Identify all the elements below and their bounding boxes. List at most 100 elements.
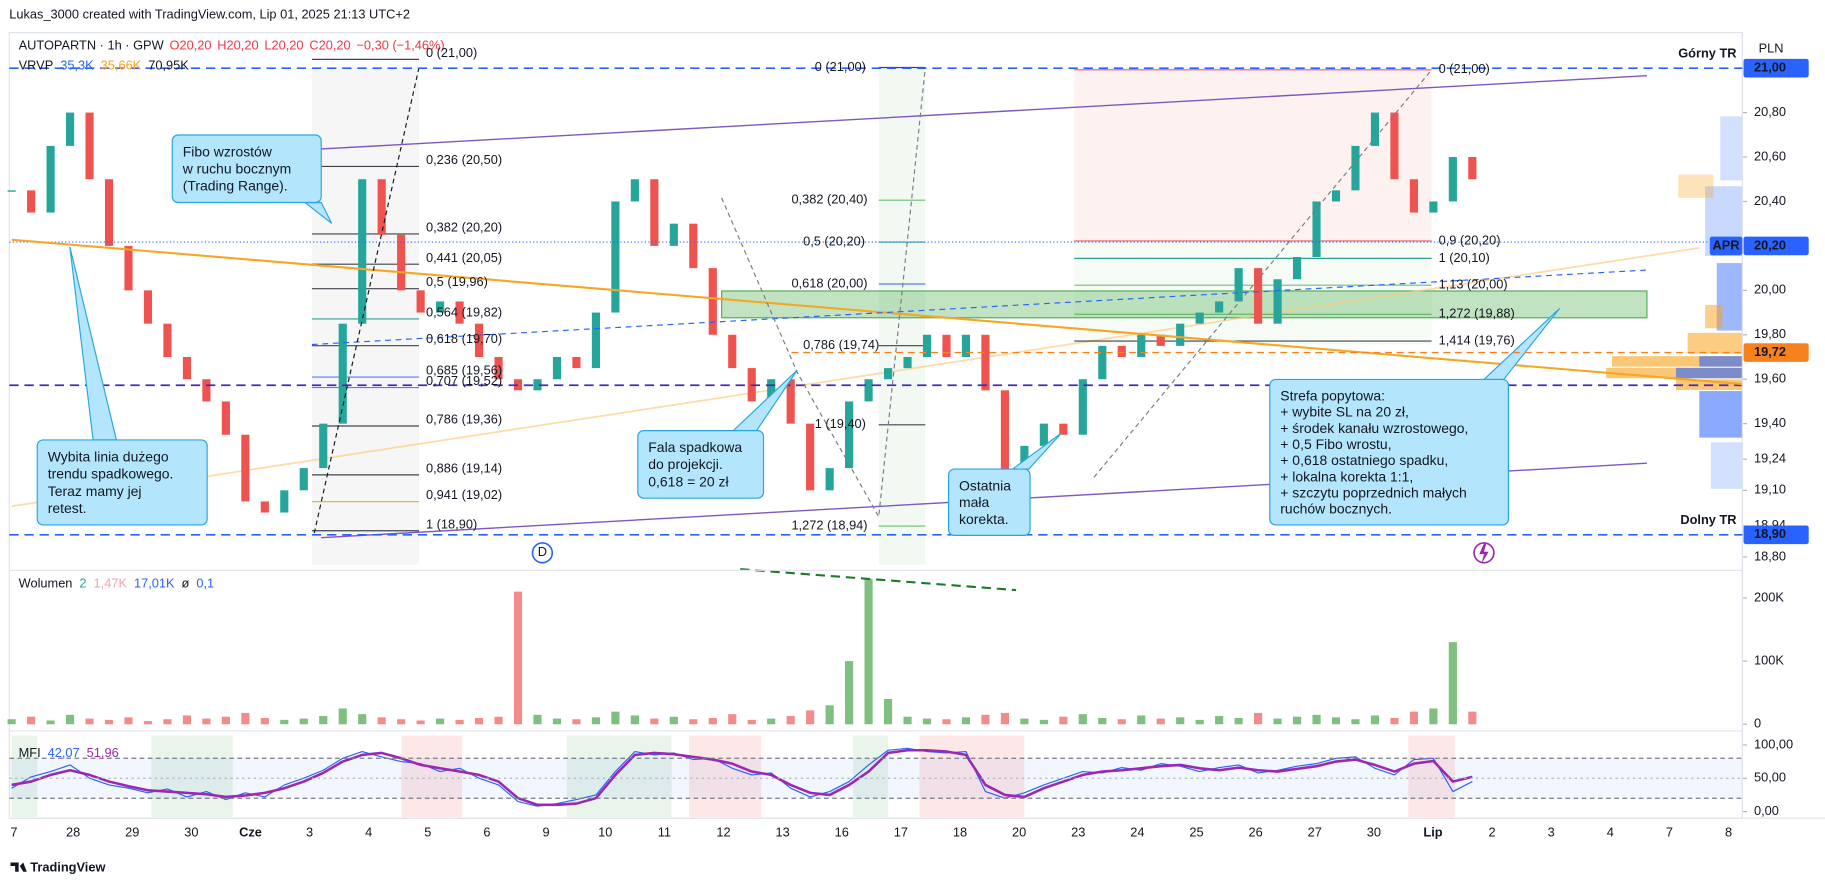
candle xyxy=(689,223,698,269)
series xyxy=(7,112,1477,807)
y-tick-label: 19,40 xyxy=(1754,415,1786,430)
volume-bar xyxy=(845,661,854,725)
volume-bar xyxy=(377,717,386,725)
fib-zone xyxy=(1074,67,1432,240)
legend-item: H20,20 xyxy=(217,38,258,53)
volume-bar xyxy=(338,708,347,725)
fib-label: 0,786 (19,36) xyxy=(426,412,502,427)
x-tick-label: 4 xyxy=(365,825,372,840)
callout-text: + środek kanału wzrostowego, xyxy=(1280,420,1468,436)
volume-bar xyxy=(1409,711,1418,725)
candle xyxy=(708,268,717,335)
legend: VRVP 35,3K 35,66K 70,95K xyxy=(19,58,190,73)
candle xyxy=(299,468,308,491)
fib-label: 0,441 (20,05) xyxy=(426,250,502,265)
x-tick-label: 9 xyxy=(543,825,550,840)
volume-bar xyxy=(260,717,269,725)
volume-bar xyxy=(1020,718,1029,725)
y-tick-label: 19,80 xyxy=(1754,326,1786,341)
volume-bar xyxy=(1448,642,1457,725)
fib-trend xyxy=(721,67,926,519)
volume-bar xyxy=(202,718,211,725)
candle xyxy=(845,401,854,469)
y-tick-label: 200K xyxy=(1754,589,1784,604)
y-tick-label: 19,24 xyxy=(1754,451,1786,466)
callout-text: + szczytu poprzednich małych xyxy=(1280,484,1467,500)
callout-text: Teraz mamy jej xyxy=(48,483,142,499)
y-tick-label: 20,60 xyxy=(1754,148,1786,163)
volume-bar xyxy=(903,716,912,725)
channel-top xyxy=(321,74,1647,150)
volume-bar xyxy=(241,712,250,725)
candle xyxy=(436,301,445,313)
candle xyxy=(338,323,347,424)
volume-bar xyxy=(767,718,776,725)
x-tick-label: 24 xyxy=(1130,825,1144,840)
fib-label: 0 (21,00) xyxy=(426,45,477,60)
candle xyxy=(104,179,114,246)
volume-bar xyxy=(786,716,795,725)
level-label: Górny TR xyxy=(1678,46,1736,61)
volume-profile xyxy=(1720,116,1743,181)
y-tick-label: 0 xyxy=(1754,716,1761,731)
callout-box xyxy=(637,430,765,499)
volume-bar xyxy=(1215,716,1224,725)
volume-bar xyxy=(883,699,893,725)
x-tick-label: 17 xyxy=(894,825,908,840)
candle xyxy=(825,468,834,491)
callout-text: Fala spadkowa xyxy=(648,439,742,455)
volume-bar xyxy=(1292,716,1302,725)
fib-label: 0,941 (19,02) xyxy=(426,487,502,502)
candle xyxy=(806,423,815,491)
watermark: Lukas_3000 created with TradingView.com,… xyxy=(9,7,410,22)
candle xyxy=(124,245,133,291)
callout-text: do projekcji. xyxy=(648,456,722,472)
volume-profile xyxy=(1699,356,1743,367)
volume-bar xyxy=(922,718,932,725)
volume-bar xyxy=(65,714,75,725)
callout-text: Fibo wzrostów xyxy=(183,144,273,160)
fib-label: 0,786 (19,74) xyxy=(803,337,879,352)
volume-bar xyxy=(1078,714,1087,725)
fib-label: 0,382 (20,40) xyxy=(791,192,867,207)
candle xyxy=(1429,201,1438,213)
candle xyxy=(1351,145,1360,191)
price-tag xyxy=(1743,343,1809,362)
candle xyxy=(85,112,94,180)
currency: PLN xyxy=(1759,40,1784,55)
candle xyxy=(767,379,776,402)
y-tick-label: 20,80 xyxy=(1754,104,1786,119)
candle xyxy=(1000,390,1009,480)
x-tick-label: 12 xyxy=(716,825,730,840)
x-tick-label: Lip xyxy=(1423,825,1442,840)
candle xyxy=(358,179,367,324)
x-tick-label: 27 xyxy=(1308,825,1322,840)
callout-text: korekta. xyxy=(959,511,1009,527)
volume-trend xyxy=(740,568,1017,592)
candle xyxy=(1312,201,1321,258)
price-tag xyxy=(1743,525,1809,545)
volume-bar xyxy=(319,716,328,725)
callout-box xyxy=(36,439,208,526)
volume-bar xyxy=(1195,719,1204,725)
candle xyxy=(1098,345,1107,380)
x-tick-label: 4 xyxy=(1607,825,1614,840)
candle xyxy=(1448,157,1457,202)
callout-text: + 0,5 Fibo wrostu, xyxy=(1280,436,1391,452)
volume-profile xyxy=(1676,367,1743,379)
mfi-zone xyxy=(853,735,889,818)
volume-bar xyxy=(1117,719,1126,725)
legend-item: 51,96 xyxy=(87,746,119,761)
candle xyxy=(1468,157,1477,180)
volume-bar xyxy=(397,719,406,725)
volume-bar xyxy=(280,719,289,725)
candle xyxy=(46,145,55,213)
channel-mid xyxy=(311,269,1647,346)
y-tick-label: 50,00 xyxy=(1754,770,1786,785)
volume-bar xyxy=(572,719,581,725)
volume-bar xyxy=(1254,712,1263,725)
dividend-marker-label: D xyxy=(538,544,547,559)
candle xyxy=(1254,268,1263,324)
price-tag-label: 19,72 xyxy=(1754,344,1786,359)
volume-bar xyxy=(1370,715,1380,725)
